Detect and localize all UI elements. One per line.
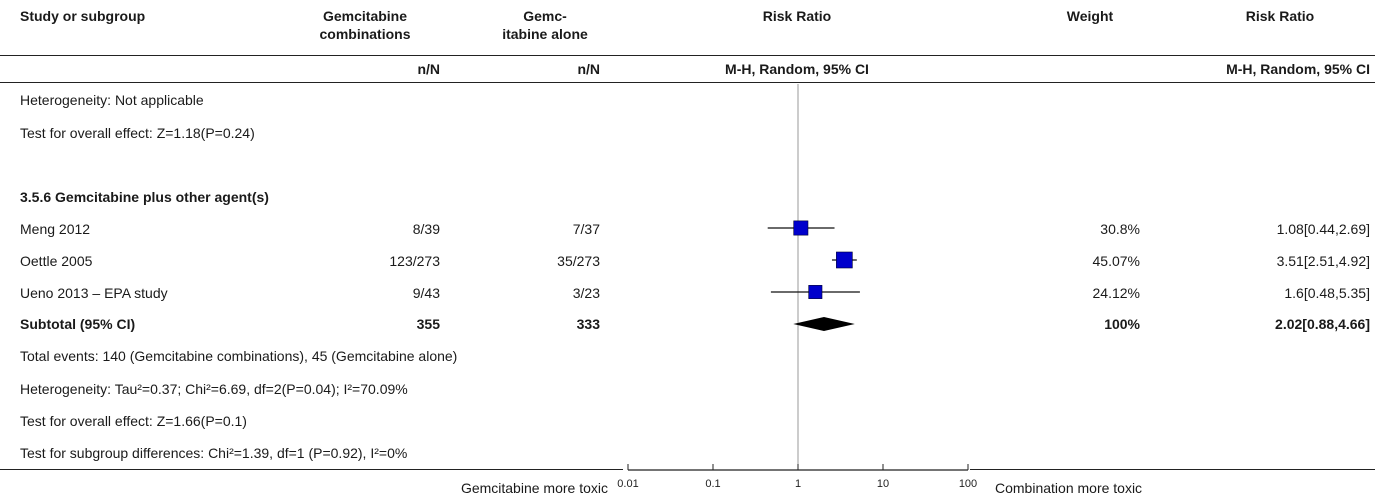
footer-divider-right (970, 469, 1375, 470)
study-group2-events: 35/273 (557, 253, 600, 269)
study-effect-marker (793, 220, 809, 236)
column-header-group2-line2: itabine alone (502, 26, 588, 42)
column-subheader-group1: n/N (417, 61, 440, 77)
x-axis-tick-label: 10 (877, 478, 889, 490)
study-name: Oettle 2005 (20, 253, 93, 269)
total-events-note: Total events: 140 (Gemcitabine combinati… (20, 348, 458, 364)
subtotal-group1-total: 355 (416, 316, 440, 332)
heterogeneity-note: Heterogeneity: Tau²=0.37; Chi²=6.69, df=… (20, 381, 408, 397)
study-weight: 24.12% (1092, 285, 1140, 301)
column-header-risk-ratio-value: Risk Ratio (1245, 8, 1315, 24)
study-ci: 1.6[0.48,5.35] (1284, 285, 1370, 301)
column-header-study: Study or subgroup (20, 8, 146, 24)
column-subheader-group2: n/N (577, 61, 600, 77)
study-group1-events: 8/39 (412, 221, 440, 237)
x-axis-tick-label: 0.1 (705, 478, 720, 490)
study-ci: 3.51[2.51,4.92] (1276, 253, 1370, 269)
study-name: Meng 2012 (20, 221, 91, 237)
subtotal-group2-total: 333 (576, 316, 600, 332)
study-ci: 1.08[0.44,2.69] (1276, 221, 1370, 237)
subgroup-differences-note: Test for subgroup differences: Chi²=1.39… (20, 445, 408, 461)
study-weight: 30.8% (1100, 221, 1140, 237)
subgroup-title: 3.5.6 Gemcitabine plus other agent(s) (20, 189, 269, 205)
study-group2-events: 7/37 (572, 221, 600, 237)
column-header-group1-line2: combinations (319, 26, 411, 42)
footer-right-label: Combination more toxic (995, 480, 1143, 496)
pooled-effect-diamond (793, 317, 855, 331)
subtotal-ci: 2.02[0.88,4.66] (1275, 316, 1370, 332)
subtotal-weight: 100% (1104, 316, 1140, 332)
overall-effect-note-top: Test for overall effect: Z=1.18(P=0.24) (20, 125, 255, 141)
column-header-group2-line1: Gemc- (523, 8, 567, 24)
study-effect-marker (808, 285, 823, 299)
column-subheader-risk-ratio-value: M-H, Random, 95% CI (1226, 61, 1370, 77)
study-weight: 45.07% (1092, 253, 1140, 269)
subheader-divider (0, 82, 1375, 83)
x-axis-tick-label: 100 (959, 478, 977, 490)
study-group2-events: 3/23 (572, 285, 600, 301)
column-header-group1-line1: Gemcitabine (322, 8, 408, 24)
overall-effect-note: Test for overall effect: Z=1.66(P=0.1) (20, 413, 247, 429)
x-axis-tick-label: 0.01 (617, 478, 638, 490)
x-axis-tick-label: 1 (795, 478, 801, 490)
header-divider (0, 55, 1375, 56)
study-effect-marker (836, 251, 853, 269)
column-subheader-risk-ratio-plot: M-H, Random, 95% CI (725, 61, 869, 77)
column-header-weight: Weight (1066, 8, 1114, 24)
heterogeneity-note-top: Heterogeneity: Not applicable (20, 92, 204, 108)
study-group1-events: 9/43 (412, 285, 440, 301)
footer-left-label: Gemcitabine more toxic (460, 480, 608, 496)
study-name: Ueno 2013 – EPA study (20, 285, 168, 301)
study-group1-events: 123/273 (389, 253, 440, 269)
footer-divider-left (0, 469, 623, 470)
column-header-risk-ratio-plot: Risk Ratio (762, 8, 832, 24)
subtotal-label: Subtotal (95% CI) (20, 316, 136, 332)
